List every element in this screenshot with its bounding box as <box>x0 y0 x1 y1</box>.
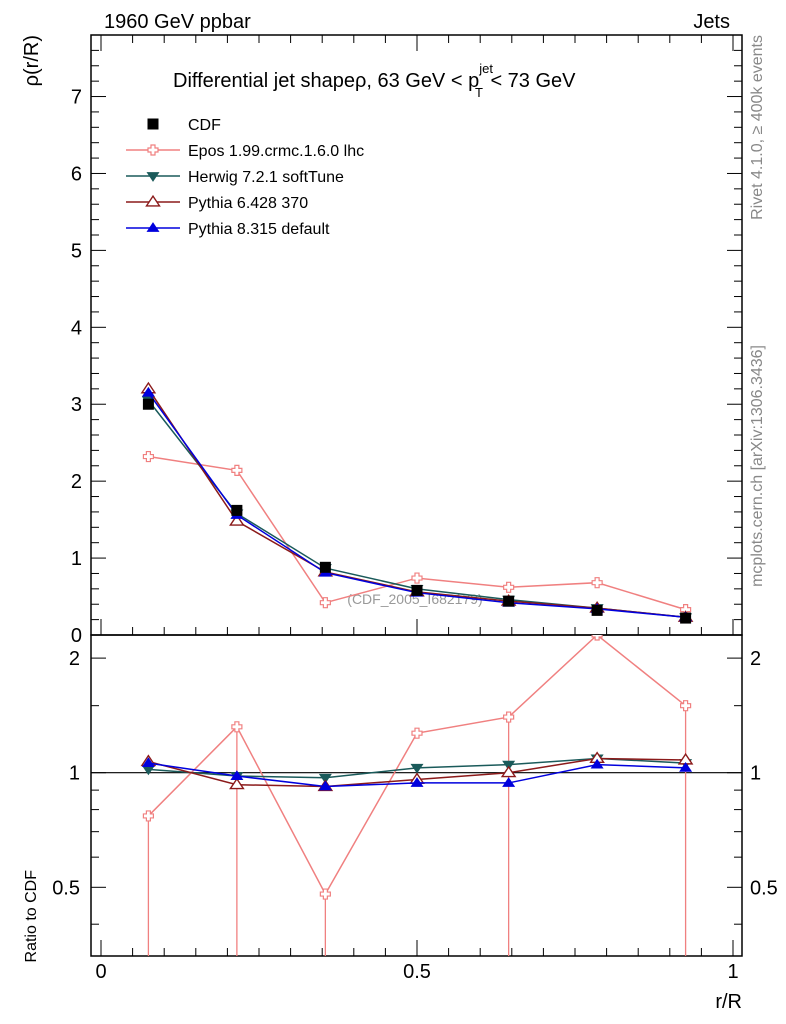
ratio-point-pythia-6-428-370 <box>500 765 517 778</box>
ratio-point-epos-1-99-crmc-1-6-0-lhc <box>680 700 692 712</box>
legend-label-epos-1-99-crmc-1-6-0-lhc: Epos 1.99.crmc.1.6.0 lhc <box>188 143 364 160</box>
ratio-point-pythia-8-315-default <box>230 770 244 780</box>
ratio-point-epos-1-99-crmc-1-6-0-lhc <box>591 635 603 641</box>
legend-label-pythia-6-428-370: Pythia 6.428 370 <box>188 195 308 212</box>
main-point-pythia-8-315-default <box>141 386 155 397</box>
ratio-point-pythia-8-315-default <box>679 761 693 772</box>
ratio-xtick-label: 0.5 <box>403 961 431 983</box>
ratio-point-pythia-8-315-default <box>410 777 424 787</box>
ratio-xtick-label: 1 <box>727 961 738 983</box>
legend-marker-pythia-8-315-default <box>146 222 160 232</box>
ratio-ytick-label: 0.5 <box>52 877 80 899</box>
ratio-point-herwig-7-2-1-softtune <box>318 773 332 784</box>
legend-label-pythia-8-315-default: Pythia 8.315 default <box>188 221 330 238</box>
main-ytick-label: 6 <box>71 163 82 185</box>
ratio-point-epos-1-99-crmc-1-6-0-lhc <box>411 727 423 739</box>
ratio-ytick-label: 2 <box>69 648 80 670</box>
main-point-cdf <box>142 398 154 410</box>
main-point-epos-1-99-crmc-1-6-0-lhc <box>503 581 515 593</box>
side-label-rivet: Rivet 4.1.0, ≥ 400k events <box>749 35 766 220</box>
legend-marker-herwig-7-2-1-softtune <box>146 172 160 182</box>
main-point-epos-1-99-crmc-1-6-0-lhc <box>142 450 154 463</box>
ratio-ytick-label-right: 1 <box>750 763 761 785</box>
main-point-cdf <box>231 504 243 516</box>
main-point-cdf <box>319 561 331 573</box>
x-axis-label: r/R <box>715 991 742 1013</box>
ratio-point-pythia-8-315-default <box>141 757 155 767</box>
main-axes: 0 1 2 3 4 5 6 7 <box>71 34 742 647</box>
main-ytick-label: 0 <box>71 625 82 647</box>
legend-marker-cdf <box>147 118 159 130</box>
main-point-epos-1-99-crmc-1-6-0-lhc <box>231 464 243 476</box>
ratio-ytick-label-right: 0.5 <box>750 877 778 899</box>
main-ytick-label: 7 <box>71 87 82 109</box>
main-point-epos-1-99-crmc-1-6-0-lhc <box>319 597 331 609</box>
ratio-point-epos-1-99-crmc-1-6-0-lhc <box>231 721 243 733</box>
ratio-point-pythia-8-315-default <box>318 780 332 791</box>
legend: CDF Epos 1.99.crmc.1.6.0 lhc Herwig 7.2.1 … <box>126 117 364 238</box>
main-ytick-label: 4 <box>71 317 82 339</box>
chart-title: Differential jet shapeρ, 63 GeV < pjet T … <box>173 61 576 100</box>
ratio-point-herwig-7-2-1-softtune <box>410 763 424 774</box>
main-ytick-label: 2 <box>71 471 82 493</box>
ratio-point-epos-1-99-crmc-1-6-0-lhc <box>319 888 331 900</box>
ratio-point-epos-1-99-crmc-1-6-0-lhc <box>503 711 515 723</box>
header-left: 1960 GeV ppbar <box>104 11 251 33</box>
main-point-epos-1-99-crmc-1-6-0-lhc <box>411 572 423 584</box>
legend-marker-epos-1-99-crmc-1-6-0-lhc <box>147 144 159 156</box>
main-point-pythia-6-428-370 <box>229 514 245 526</box>
ratio-ytick-label: 1 <box>69 763 80 785</box>
main-ytick-label: 3 <box>71 394 82 416</box>
legend-marker-pythia-6-428-370 <box>145 194 161 207</box>
legend-label-cdf: CDF <box>188 117 221 134</box>
chart-title-main: Differential jet shapeρ, 63 GeV < p <box>173 70 479 92</box>
main-point-epos-1-99-crmc-1-6-0-lhc <box>591 577 603 589</box>
main-point-cdf <box>591 604 603 616</box>
main-series <box>140 381 694 624</box>
legend-label-herwig-7-2-1-softtune: Herwig 7.2.1 softTune <box>188 169 344 186</box>
main-ytick-label: 1 <box>71 548 82 570</box>
ratio-point-pythia-8-315-default <box>502 777 516 787</box>
ratio-point-epos-1-99-crmc-1-6-0-lhc <box>142 810 154 822</box>
ratio-point-pythia-8-315-default <box>590 758 604 769</box>
header-right: Jets <box>693 11 730 33</box>
chart-title-sup: jet <box>478 61 493 76</box>
side-label-mcplots: mcplots.cern.ch [arXiv:1306.3436] <box>749 345 766 587</box>
chart-title-tail: < 73 GeV <box>485 70 576 92</box>
ratio-plot-frame <box>90 634 743 957</box>
main-point-cdf <box>411 584 423 596</box>
ratio-ylabel: Ratio to CDF <box>23 870 40 963</box>
ratio-ytick-label-right: 2 <box>750 648 761 670</box>
main-ylabel: ρ(r/R) <box>21 35 43 86</box>
main-point-cdf <box>503 595 515 607</box>
ratio-xtick-label: 0 <box>95 961 106 983</box>
ratio-axes: 0 0.5 1 0.5 0.5 1 1 2 2 <box>52 648 778 983</box>
main-point-cdf <box>680 612 692 624</box>
ratio-point-pythia-6-428-370 <box>229 777 245 790</box>
ratio-series <box>140 635 694 956</box>
main-ytick-label: 5 <box>71 240 82 262</box>
ratio-point-herwig-7-2-1-softtune <box>141 765 155 776</box>
chart-title-sub: T <box>475 85 483 100</box>
